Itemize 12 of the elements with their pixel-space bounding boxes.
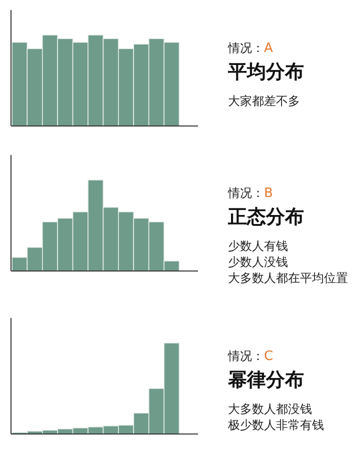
text: 大多数人都没钱	[228, 402, 312, 416]
text: 大家都差不多	[228, 94, 300, 108]
text: 极少数人非常有钱	[227, 418, 324, 432]
text: 情况：B	[227, 186, 273, 201]
text: 少数人没钱	[228, 255, 288, 269]
text: 情况：C	[227, 349, 274, 364]
text: 平均分布	[227, 61, 304, 83]
text: 少数人有钱	[228, 239, 288, 253]
text: 大多数人都在平均位置	[228, 271, 348, 285]
text: 幂律分布	[227, 369, 304, 391]
text: 正态分布	[227, 206, 304, 228]
text: 情况：A	[227, 41, 273, 56]
